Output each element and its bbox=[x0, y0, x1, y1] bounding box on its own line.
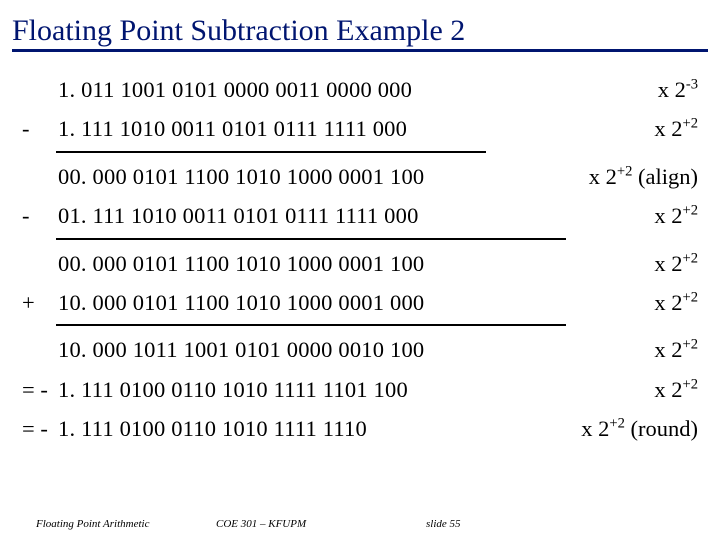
footer-center: COE 301 – KFUPM bbox=[216, 518, 426, 530]
operator: = - bbox=[22, 370, 58, 409]
exponent: x 2+2 bbox=[640, 283, 698, 322]
digits: 10. 000 1011 1001 0101 0000 0010 100 bbox=[58, 330, 424, 369]
rule bbox=[56, 324, 566, 326]
digits: 1. 011 1001 0101 0000 0011 0000 000 bbox=[58, 70, 412, 109]
calc-row: - 01. 111 1010 0011 0101 0111 1111 000 x… bbox=[22, 196, 698, 235]
digits: 00. 000 0101 1100 1010 1000 0001 100 bbox=[58, 157, 424, 196]
calculation-block: 1. 011 1001 0101 0000 0011 0000 000 x 2-… bbox=[0, 52, 720, 448]
operator: = - bbox=[22, 409, 58, 448]
calc-row: 1. 011 1001 0101 0000 0011 0000 000 x 2-… bbox=[22, 70, 698, 109]
calc-row: - 1. 111 1010 0011 0101 0111 1111 000 x … bbox=[22, 109, 698, 148]
calc-row: = - 1. 111 0100 0110 1010 1111 1101 100 … bbox=[22, 370, 698, 409]
operator: - bbox=[22, 109, 58, 148]
operator: - bbox=[22, 196, 58, 235]
digits: 00. 000 0101 1100 1010 1000 0001 100 bbox=[58, 244, 424, 283]
slide-footer: Floating Point Arithmetic COE 301 – KFUP… bbox=[0, 518, 720, 530]
slide-title: Floating Point Subtraction Example 2 bbox=[12, 14, 708, 52]
exponent: x 2+2 bbox=[640, 196, 698, 235]
calc-row: = - 1. 111 0100 0110 1010 1111 1110 x 2+… bbox=[22, 409, 698, 448]
calc-row: 00. 000 0101 1100 1010 1000 0001 100 x 2… bbox=[22, 244, 698, 283]
exponent: x 2+2 (align) bbox=[575, 157, 698, 196]
footer-right: slide 55 bbox=[426, 518, 461, 530]
digits: 01. 111 1010 0011 0101 0111 1111 000 bbox=[58, 196, 419, 235]
exponent: x 2+2 bbox=[640, 330, 698, 369]
digits: 1. 111 0100 0110 1010 1111 1110 bbox=[58, 409, 367, 448]
rule bbox=[56, 238, 566, 240]
rule bbox=[56, 151, 486, 153]
calc-row: 10. 000 1011 1001 0101 0000 0010 100 x 2… bbox=[22, 330, 698, 369]
calc-row: + 10. 000 0101 1100 1010 1000 0001 000 x… bbox=[22, 283, 698, 322]
exponent: x 2-3 bbox=[644, 70, 698, 109]
digits: 1. 111 1010 0011 0101 0111 1111 000 bbox=[58, 109, 407, 148]
exponent: x 2+2 bbox=[640, 244, 698, 283]
calc-row: 00. 000 0101 1100 1010 1000 0001 100 x 2… bbox=[22, 157, 698, 196]
footer-left: Floating Point Arithmetic bbox=[36, 518, 216, 530]
digits: 1. 111 0100 0110 1010 1111 1101 100 bbox=[58, 370, 408, 409]
exponent: x 2+2 bbox=[640, 109, 698, 148]
exponent: x 2+2 (round) bbox=[567, 409, 698, 448]
digits: 10. 000 0101 1100 1010 1000 0001 000 bbox=[58, 283, 424, 322]
exponent: x 2+2 bbox=[640, 370, 698, 409]
operator: + bbox=[22, 283, 58, 322]
